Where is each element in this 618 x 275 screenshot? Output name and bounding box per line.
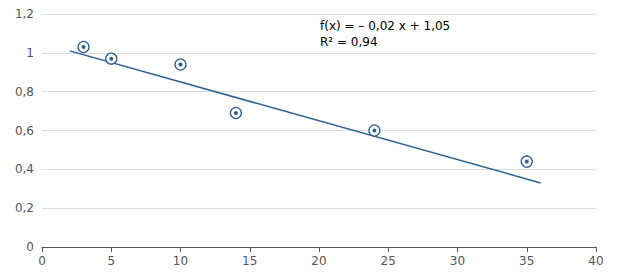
svg-text:0,6: 0,6 <box>15 124 34 138</box>
svg-text:40: 40 <box>588 254 603 268</box>
svg-text:0,2: 0,2 <box>15 201 34 215</box>
svg-text:15: 15 <box>242 254 257 268</box>
svg-text:35: 35 <box>519 254 534 268</box>
svg-text:0: 0 <box>38 254 46 268</box>
svg-text:1,2: 1,2 <box>15 7 34 21</box>
svg-text:5: 5 <box>107 254 115 268</box>
svg-text:1: 1 <box>26 46 34 60</box>
svg-text:0: 0 <box>26 240 34 254</box>
svg-text:20: 20 <box>311 254 326 268</box>
svg-text:25: 25 <box>381 254 396 268</box>
svg-text:f(x) = – 0,02 x + 1,05: f(x) = – 0,02 x + 1,05 <box>320 19 450 33</box>
svg-text:R² = 0,94: R² = 0,94 <box>320 35 378 49</box>
svg-text:10: 10 <box>173 254 188 268</box>
svg-text:0,4: 0,4 <box>15 162 34 176</box>
svg-text:0,8: 0,8 <box>15 85 34 99</box>
svg-text:30: 30 <box>450 254 465 268</box>
